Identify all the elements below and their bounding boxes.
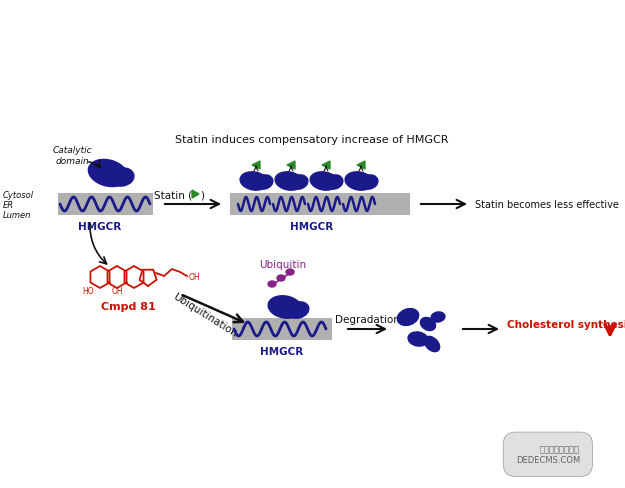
Ellipse shape <box>290 176 308 190</box>
Ellipse shape <box>408 332 428 346</box>
Text: Cholesterol synthesis: Cholesterol synthesis <box>507 319 625 329</box>
Ellipse shape <box>424 337 439 352</box>
Ellipse shape <box>431 312 445 323</box>
Text: Catalytic
domain: Catalytic domain <box>52 145 92 166</box>
Ellipse shape <box>277 275 285 282</box>
Text: ): ) <box>200 190 204 200</box>
Text: HO: HO <box>82 287 94 296</box>
Text: Cmpd 81: Cmpd 81 <box>101 302 156 311</box>
Ellipse shape <box>287 302 309 319</box>
Text: Cytosol: Cytosol <box>3 190 34 199</box>
Text: Statin induces compensatory increase of HMGCR: Statin induces compensatory increase of … <box>175 135 449 145</box>
Ellipse shape <box>310 172 338 191</box>
Text: ER: ER <box>3 200 14 209</box>
Polygon shape <box>357 162 365 170</box>
Ellipse shape <box>325 176 343 190</box>
Ellipse shape <box>275 172 303 191</box>
Text: Degradation: Degradation <box>334 314 399 325</box>
Text: Lumen: Lumen <box>3 210 31 219</box>
Ellipse shape <box>255 176 273 190</box>
Ellipse shape <box>421 318 436 331</box>
Polygon shape <box>322 162 330 170</box>
Ellipse shape <box>88 160 127 187</box>
Ellipse shape <box>240 172 268 191</box>
Ellipse shape <box>398 309 419 325</box>
Text: Ubiquitination: Ubiquitination <box>171 291 239 338</box>
Bar <box>58 194 153 216</box>
Ellipse shape <box>268 282 276 287</box>
Text: HMGCR: HMGCR <box>291 222 334 231</box>
Text: Ubiquitin: Ubiquitin <box>259 260 307 269</box>
Ellipse shape <box>268 296 302 319</box>
Text: Statin (: Statin ( <box>154 190 192 200</box>
Text: OH: OH <box>111 287 123 296</box>
Text: 织梦内容管理系统
DEDECMS.COM: 织梦内容管理系统 DEDECMS.COM <box>516 445 580 464</box>
Ellipse shape <box>345 172 373 191</box>
Polygon shape <box>252 162 260 170</box>
Text: OH: OH <box>189 272 201 281</box>
Polygon shape <box>287 162 295 170</box>
Text: HMGCR: HMGCR <box>78 222 122 231</box>
Bar <box>232 318 332 340</box>
Ellipse shape <box>110 168 134 187</box>
Ellipse shape <box>286 269 294 275</box>
Ellipse shape <box>360 176 378 190</box>
Text: Statin becomes less effective: Statin becomes less effective <box>475 200 619 209</box>
Text: HMGCR: HMGCR <box>261 346 304 356</box>
Bar <box>230 194 410 216</box>
Polygon shape <box>192 191 199 199</box>
